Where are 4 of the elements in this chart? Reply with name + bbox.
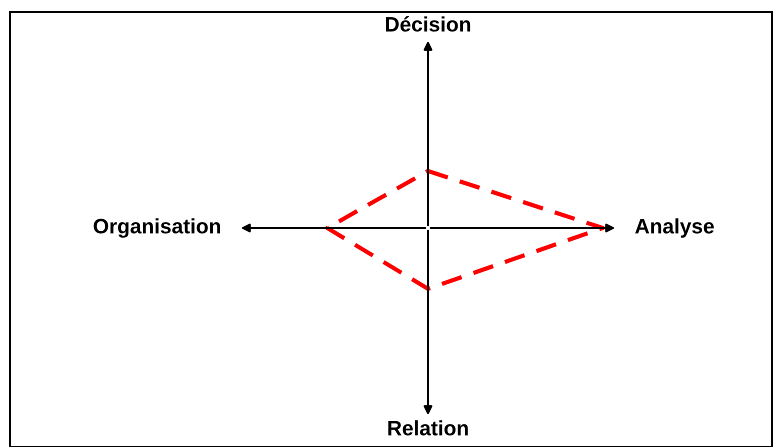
spoke-label: Analyse — [635, 218, 714, 238]
spoke-label: Relation — [388, 420, 468, 436]
spoke-label: Décision — [386, 16, 470, 32]
spoke-label: Organisation — [94, 218, 220, 238]
